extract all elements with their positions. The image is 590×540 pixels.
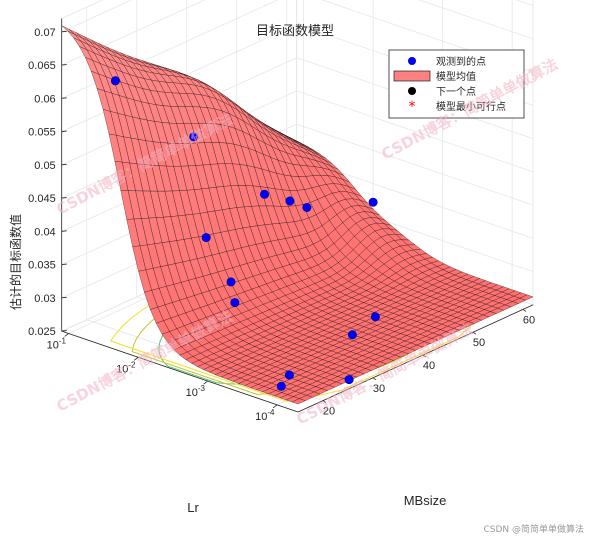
y-tick-label: 10-1 (47, 336, 67, 351)
y-tick-mark (272, 404, 278, 409)
chart-title: 目标函数模型 (256, 24, 334, 39)
surface-layer (61, 25, 534, 405)
y-tick-base: 10 (47, 339, 59, 351)
x-tick-mark (472, 331, 477, 335)
legend-marker-dot (408, 87, 416, 95)
z-tick-label: 0.055 (28, 127, 56, 139)
y-tick-mark (133, 356, 139, 361)
x-tick-label: 30 (373, 383, 385, 395)
z-tick-mark (61, 163, 67, 166)
z-tick-mark (61, 30, 67, 33)
legend-marker-patch (393, 70, 431, 82)
x-axis-label: MBsize (404, 493, 447, 508)
observed-point (302, 203, 312, 213)
z-tick-label: 0.035 (28, 260, 56, 272)
y-tick-base: 10 (116, 363, 128, 375)
x-tick-label: 20 (323, 406, 335, 418)
z-tick-mark (61, 97, 67, 99)
x-tick-mark (422, 354, 427, 358)
y-tick-mark (203, 380, 208, 385)
x-tick-label: 50 (473, 337, 485, 349)
z-axis-label: 估计的目标函数值 (8, 214, 23, 310)
observed-point (370, 312, 380, 322)
y-tick-mark (64, 333, 69, 337)
x-tick-mark (322, 400, 327, 403)
z-tick-mark (61, 64, 67, 66)
y-tick-base: 10 (255, 411, 267, 423)
legend-label: 下一个点 (436, 86, 476, 98)
observed-point (110, 76, 120, 86)
y-tick-exponent: -1 (59, 336, 67, 345)
legend-label: 模型均值 (436, 70, 476, 83)
z-tick-mark (61, 197, 67, 199)
legend-entry: * 模型最小可行点 (409, 99, 507, 115)
observed-point (368, 197, 378, 207)
y-axis-line (61, 330, 299, 413)
z-tick-label: 0.045 (28, 193, 56, 205)
z-tick-mark (61, 296, 67, 299)
z-tick-label: 0.03 (34, 293, 55, 305)
y-tick-exponent: -2 (128, 360, 136, 369)
x-tick-mark (372, 377, 377, 381)
observed-point (259, 189, 269, 199)
y-tick-label: 10-2 (116, 360, 136, 375)
y-tick-base: 10 (186, 387, 198, 399)
observed-point (189, 132, 199, 142)
legend-entry: 观测到的点 (408, 55, 486, 68)
z-tick-label: 0.06 (34, 93, 55, 105)
observed-point (285, 196, 295, 206)
observed-points-layer (110, 76, 380, 391)
observed-point (230, 298, 240, 308)
y-tick-exponent: -4 (267, 408, 275, 417)
x-axis-line (297, 304, 534, 413)
y-tick-exponent: -3 (198, 384, 206, 393)
z-tick-label: 0.065 (28, 60, 56, 72)
x-tick-label: 40 (423, 360, 435, 372)
x-tick-mark (522, 309, 527, 312)
legend-entry: 模型均值 (393, 70, 476, 83)
z-tick-label: 0.04 (34, 226, 55, 238)
surface-patch (291, 398, 306, 405)
credit-text: CSDN @简简单单做算法 (483, 523, 584, 535)
legend-label: 模型最小可行点 (436, 100, 506, 113)
observed-point (276, 381, 286, 391)
z-tick-mark (61, 130, 67, 132)
z-tick-label: 0.05 (34, 160, 55, 172)
z-tick-mark (61, 263, 67, 265)
z-gridline (61, 0, 534, 66)
z-tick-label: 0.025 (28, 326, 56, 338)
legend-marker-dot (408, 57, 416, 65)
y-tick-label: 10-3 (186, 384, 206, 399)
z-tick-label: 0.07 (34, 27, 55, 39)
observed-point (201, 233, 211, 243)
y-axis-label: Lr (187, 500, 199, 515)
observed-point (344, 375, 354, 385)
observed-point (347, 330, 357, 340)
legend-label: 观测到的点 (436, 55, 486, 68)
observed-point (284, 370, 294, 380)
legend-entry: 下一个点 (408, 86, 476, 98)
x-tick-label: 60 (523, 314, 535, 326)
ticks-layer: 0.025 0.03 0.035 0.04 0.045 0.05 0.055 0.06 0.06… (28, 18, 535, 423)
z-tick-mark (61, 230, 67, 232)
observed-point (226, 277, 236, 287)
y-tick-label: 10-4 (255, 408, 275, 423)
legend-marker-star: * (409, 99, 416, 115)
